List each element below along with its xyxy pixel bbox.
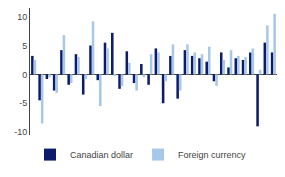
svg-text:Canadian dollar: Canadian dollar [70, 150, 133, 160]
svg-text:Foreign currency: Foreign currency [178, 150, 246, 160]
svg-text:-10: -10 [14, 127, 27, 137]
svg-text:5: 5 [22, 41, 27, 51]
svg-text:-5: -5 [19, 98, 27, 108]
svg-text:10: 10 [17, 12, 27, 22]
svg-text:0: 0 [22, 70, 27, 80]
